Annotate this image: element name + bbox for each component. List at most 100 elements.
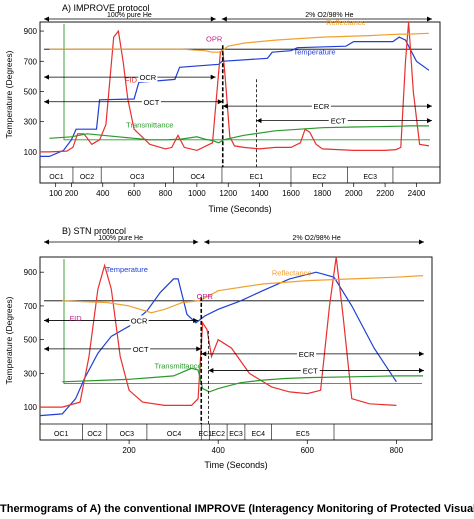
series-line-transmittance — [62, 367, 424, 393]
ocr-label-bg — [138, 72, 158, 83]
fraction-label-ec3: EC3 — [363, 174, 377, 181]
ecr-label-bg — [297, 348, 317, 359]
series-label-fid: FID — [125, 75, 138, 84]
x-axis-label: Time (Seconds) — [204, 460, 267, 470]
x-tick-label: 1400 — [251, 189, 269, 198]
x-tick-label: 1000 — [188, 189, 206, 198]
x-tick-label: 1800 — [313, 189, 331, 198]
oct-label: OCT — [143, 98, 159, 107]
x-tick-label: 200 — [65, 189, 79, 198]
x-tick-label: 600 — [127, 189, 141, 198]
gas-oxidizing-label: 2% O2/98% He — [305, 12, 353, 19]
fraction-label-ec3: EC3 — [229, 431, 243, 438]
x-tick-label: 200 — [122, 446, 136, 455]
x-tick-label: 1600 — [282, 189, 300, 198]
x-tick-label: 100 — [49, 189, 63, 198]
ocr-arrowhead-right — [193, 317, 199, 323]
ecr-label: ECR — [299, 350, 315, 359]
fraction-label-ec5: EC5 — [296, 431, 310, 438]
ect-label-bg — [328, 115, 348, 126]
oct-label-bg — [141, 96, 161, 107]
oct-arrowhead-right — [217, 99, 223, 105]
series-line-reflectance — [49, 32, 430, 53]
fraction-label-oc2: OC2 — [80, 174, 95, 181]
ocr-label: OCR — [131, 316, 148, 325]
x-tick-label: 800 — [390, 446, 404, 455]
ect-label: ECT — [303, 367, 318, 376]
x-tick-label: 400 — [96, 189, 110, 198]
y-axis-label: Temperature (Degrees) — [4, 296, 14, 384]
ocr-label-bg — [129, 315, 149, 326]
series-label-temperature: Temperature — [106, 265, 148, 274]
gas-inert-arrowhead-right — [193, 239, 199, 245]
gas-inert-arrowhead-left — [44, 239, 49, 245]
gas-oxidizing-arrowhead-left — [204, 239, 210, 245]
ocr-label: OCR — [140, 73, 157, 82]
gas-oxidizing-arrowhead-left — [221, 16, 227, 22]
fraction-label-ec1: EC1 — [250, 174, 264, 181]
fraction-label-oc3: OC3 — [130, 174, 145, 181]
oct-arrowhead-left — [44, 346, 49, 352]
fraction-label-oc4: OC4 — [167, 431, 182, 438]
chart-title: B) STN protocol — [62, 226, 126, 236]
series-label-reflectance: Reflectance — [272, 269, 312, 278]
fraction-label-oc3: OC3 — [120, 431, 135, 438]
fraction-label-oc1: OC1 — [49, 174, 64, 181]
fraction-label-ec2: EC2 — [312, 174, 326, 181]
series-label-fid: FID — [70, 314, 83, 323]
y-tick-label: 100 — [24, 148, 38, 157]
gas-oxidizing-label: 2% O2/98% He — [293, 235, 341, 242]
ocr-arrowhead-right — [210, 74, 216, 80]
y-tick-label: 100 — [24, 403, 38, 412]
y-tick-label: 900 — [24, 268, 38, 277]
ocr-arrowhead-left — [44, 74, 49, 80]
gas-oxidizing-arrowhead-right — [427, 16, 432, 22]
series-line-fid — [40, 256, 397, 408]
x-tick-label: 600 — [301, 446, 315, 455]
fraction-label-oc1: OC1 — [54, 431, 69, 438]
series-line-transmittance — [49, 125, 429, 144]
series-label-opr: OPR — [206, 35, 223, 44]
series-line-temperature — [39, 271, 397, 417]
y-tick-label: 300 — [24, 369, 38, 378]
transmittance-baseline — [63, 24, 430, 141]
x-tick-label: 2000 — [345, 189, 363, 198]
gas-inert-label: 100% pure He — [107, 12, 152, 19]
series-label-transmittance: Transmittance — [154, 361, 201, 370]
series-label-reflectance: Reflectance — [326, 18, 366, 27]
plot-frame — [39, 21, 441, 184]
series-label-opr: OPR — [197, 292, 214, 301]
fraction-label-oc4: OC4 — [190, 174, 205, 181]
ecr-arrowhead-right — [419, 351, 424, 357]
gas-inert-label: 100% pure He — [98, 235, 143, 242]
ect-arrowhead-right — [427, 118, 432, 124]
fraction-label-ec2: EC2 — [211, 431, 225, 438]
gas-oxidizing-arrowhead-right — [419, 239, 424, 245]
ecr-arrowhead-left — [201, 351, 207, 357]
y-tick-label: 700 — [24, 302, 38, 311]
y-tick-label: 300 — [24, 118, 38, 127]
fraction-label-ec1: EC1 — [198, 431, 212, 438]
fraction-label-ec4: EC4 — [251, 431, 265, 438]
series-label-temperature: Temperature — [293, 47, 335, 56]
ecr-label-bg — [311, 101, 331, 112]
oct-label-bg — [131, 343, 151, 354]
series-label-transmittance: Transmittance — [126, 121, 173, 130]
x-tick-label: 1200 — [219, 189, 237, 198]
fraction-label-oc2: OC2 — [87, 431, 102, 438]
x-axis-label: Time (Seconds) — [208, 204, 271, 214]
oct-label: OCT — [133, 345, 149, 354]
series-line-reflectance — [62, 275, 424, 314]
plot-frame — [39, 256, 433, 441]
ect-label: ECT — [331, 117, 346, 126]
y-tick-label: 500 — [24, 336, 38, 345]
ecr-arrowhead-right — [427, 103, 432, 109]
ect-arrowhead-left — [256, 118, 262, 124]
gas-inert-arrowhead-left — [44, 16, 49, 22]
series-line-temperature — [40, 36, 430, 157]
y-tick-label: 900 — [24, 27, 38, 36]
ocr-arrowhead-left — [44, 317, 49, 323]
x-tick-label: 2400 — [408, 189, 426, 198]
